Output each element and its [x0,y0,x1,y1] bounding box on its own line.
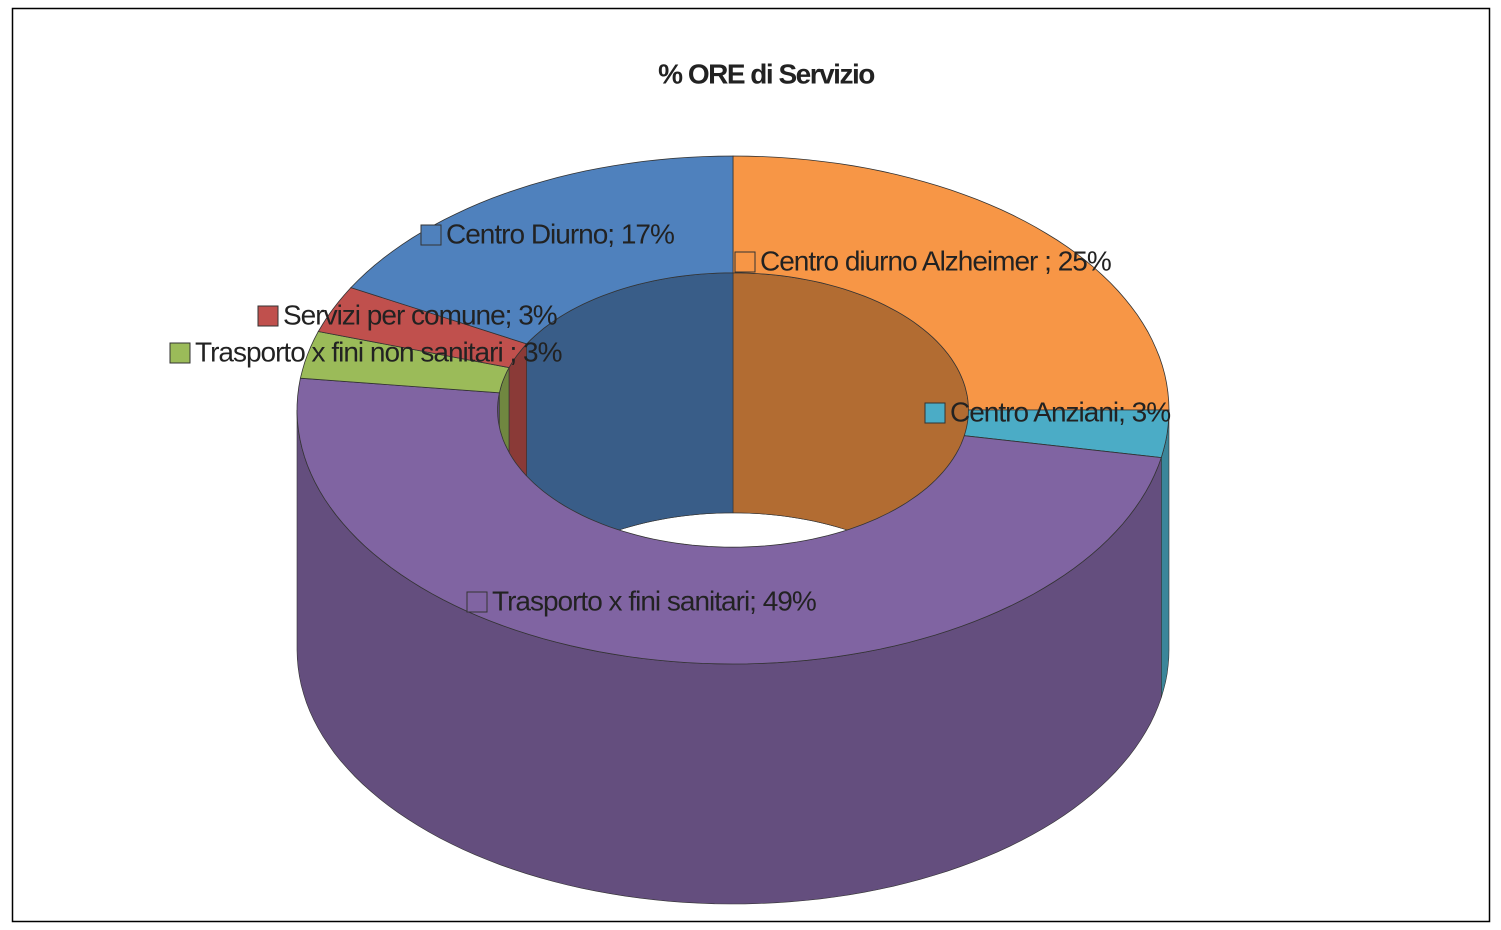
data-label: Centro Diurno; 17% [446,218,674,249]
slice [350,155,734,345]
chart-title: % ORE di Servizio [658,58,875,89]
data-label: Servizi per comune; 3% [283,299,557,330]
label-key [924,402,946,424]
label-key [420,224,442,246]
slices [296,155,1170,665]
data-labels: Centro diurno Alzheimer ; 25% Centro Anzi… [169,218,1171,616]
data-label: Trasporto x fini non sanitari ; 3% [195,336,562,367]
label-key [734,251,756,273]
data-label: Centro Anziani; 3% [950,396,1170,427]
label-key [169,342,191,364]
data-label: Centro diurno Alzheimer ; 25% [760,245,1111,276]
label-key [257,305,279,327]
data-label: Trasporto x fini sanitari; 49% [492,585,816,616]
label-key [466,591,488,613]
